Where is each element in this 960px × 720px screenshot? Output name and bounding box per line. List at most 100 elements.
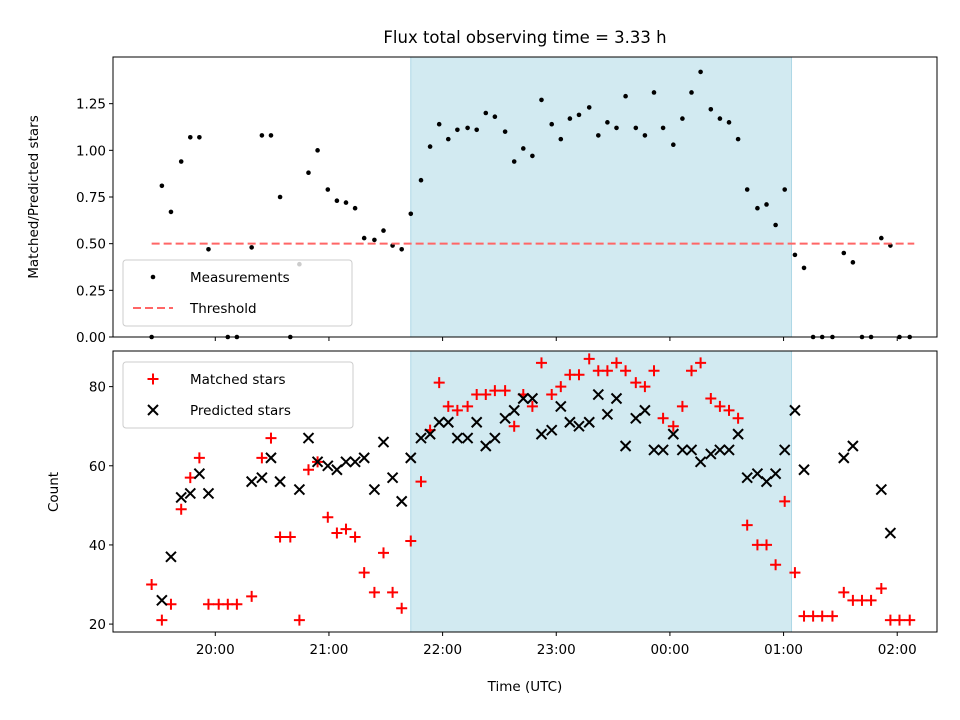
matched-star-point bbox=[573, 369, 585, 381]
matched-star-point bbox=[231, 598, 243, 610]
observing-span-shade bbox=[410, 57, 792, 337]
measurement-point bbox=[642, 133, 648, 138]
matched-star-point bbox=[630, 377, 642, 389]
predicted-star-point bbox=[433, 416, 445, 428]
matched-star-point bbox=[396, 602, 408, 614]
measurement-point bbox=[689, 90, 694, 95]
legend-box bbox=[122, 259, 353, 327]
measurement-point bbox=[801, 265, 807, 271]
measurement-point bbox=[325, 187, 331, 192]
matched-star-point bbox=[904, 614, 916, 626]
predicted-star-point bbox=[368, 483, 381, 496]
matched-star-point bbox=[826, 610, 838, 622]
measurement-point bbox=[530, 153, 535, 159]
predicted-star-point bbox=[451, 432, 464, 444]
predicted-star-point bbox=[610, 392, 623, 405]
predicted-star-point bbox=[564, 416, 576, 428]
matched-star-point bbox=[146, 579, 158, 591]
measurement-point bbox=[558, 136, 564, 142]
measurement-point bbox=[511, 159, 517, 164]
measurement-point bbox=[698, 69, 703, 75]
measurement-point bbox=[633, 125, 639, 131]
predicted-star-point bbox=[648, 444, 660, 456]
predicted-star-point bbox=[838, 452, 850, 464]
predicted-star-point bbox=[751, 467, 764, 480]
measurement-point bbox=[605, 120, 610, 125]
measurement-point bbox=[168, 209, 174, 215]
matched-star-point bbox=[816, 610, 828, 622]
matched-star-point bbox=[387, 586, 399, 598]
matched-star-point bbox=[442, 400, 454, 412]
matched-star-point bbox=[875, 582, 887, 594]
measurement-point bbox=[343, 200, 349, 205]
predicted-star-point bbox=[470, 416, 483, 428]
measurement-point bbox=[755, 205, 760, 211]
measurement-point bbox=[773, 222, 778, 228]
x-tick-label: 01:00 bbox=[764, 642, 803, 658]
x-tick-label: 00:00 bbox=[650, 642, 689, 658]
predicted-star-point bbox=[442, 416, 454, 428]
matched-star-point bbox=[779, 495, 791, 507]
matched-star-point bbox=[508, 420, 520, 432]
matched-star-point bbox=[499, 385, 511, 397]
bottom-y-axis-label: Count bbox=[46, 472, 62, 512]
measurement-point bbox=[427, 144, 433, 149]
matched-star-point bbox=[184, 472, 196, 484]
predicted-star-point bbox=[331, 464, 343, 476]
matched-star-point bbox=[284, 531, 296, 543]
y-tick-label: 60 bbox=[89, 459, 106, 475]
legend-box bbox=[122, 361, 354, 429]
predicted-star-point bbox=[639, 404, 651, 417]
predicted-star-point bbox=[705, 448, 717, 460]
predicted-star-point bbox=[798, 464, 810, 476]
matched-star-point bbox=[433, 377, 445, 389]
measurement-point bbox=[879, 235, 884, 241]
predicted-star-point bbox=[619, 440, 632, 452]
predicted-star-point bbox=[386, 471, 399, 484]
y-tick-label: 0.25 bbox=[76, 283, 106, 299]
matched-star-point bbox=[202, 598, 214, 610]
measurement-point bbox=[187, 134, 193, 140]
measurement-point bbox=[576, 112, 582, 118]
matched-star-point bbox=[246, 590, 258, 602]
x-tick-label: 23:00 bbox=[537, 642, 576, 658]
matched-star-point bbox=[462, 400, 474, 412]
matched-star-point bbox=[865, 594, 877, 606]
top-panel-matched-predicted-ratio: 0.00 0.25 0.50 0.75 1.00 1.25 Measurements Thre… bbox=[76, 56, 938, 346]
predicted-star-point bbox=[480, 440, 492, 452]
matched-star-point bbox=[639, 381, 651, 393]
matched-star-point bbox=[156, 614, 168, 626]
measurement-point bbox=[178, 159, 184, 164]
matched-star-point bbox=[620, 365, 632, 377]
matched-star-point bbox=[648, 365, 660, 377]
measurement-point bbox=[159, 183, 165, 189]
x-tick-label: 02:00 bbox=[878, 642, 917, 658]
measurement-point bbox=[418, 177, 424, 183]
axes-frame bbox=[112, 350, 938, 633]
y-tick-label: 1.00 bbox=[76, 143, 106, 159]
measurement-point bbox=[334, 198, 340, 204]
predicted-star-point bbox=[193, 467, 206, 480]
predicted-star-point bbox=[311, 456, 324, 468]
measurement-point bbox=[520, 146, 526, 151]
predicted-star-point bbox=[245, 475, 258, 488]
measurement-point bbox=[381, 228, 386, 233]
predicted-star-point bbox=[256, 471, 268, 484]
measurement-point bbox=[277, 194, 283, 200]
matched-star-point bbox=[349, 531, 361, 543]
predicted-star-point bbox=[778, 444, 791, 456]
measurement-point bbox=[671, 142, 676, 148]
matched-star-point bbox=[415, 476, 427, 488]
y-tick-label: 20 bbox=[89, 617, 106, 633]
x-axis-label: Time (UTC) bbox=[487, 679, 563, 695]
measurement-point bbox=[764, 202, 769, 207]
predicted-star-point bbox=[415, 432, 427, 444]
predicted-star-point bbox=[573, 420, 585, 432]
y-tick-label: 80 bbox=[89, 380, 106, 396]
predicted-star-point bbox=[395, 495, 408, 508]
predicted-star-point bbox=[358, 452, 370, 464]
measurement-point bbox=[567, 116, 573, 121]
matched-star-point bbox=[165, 598, 177, 610]
legend-predicted-marker bbox=[147, 404, 159, 416]
measurement-point bbox=[465, 125, 470, 131]
